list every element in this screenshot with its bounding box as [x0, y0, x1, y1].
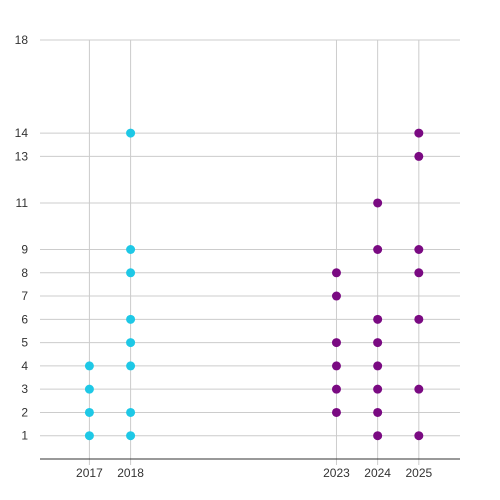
data-point-series-2	[414, 128, 424, 138]
data-point-series-2	[414, 268, 424, 278]
tick-labels: 1 2 3 4 5 6 7 8 9 11 13 14 18 2017 2018 2023 2024 2025	[15, 33, 433, 480]
data-point-series-1	[84, 407, 94, 417]
data-point-series-2	[373, 314, 383, 324]
data-point-series-1	[126, 431, 136, 441]
data-point-series-2	[414, 151, 424, 161]
data-point-series-1	[126, 268, 136, 278]
data-point-series-1	[126, 245, 136, 254]
data-point-series-1	[84, 431, 94, 441]
data-point-series-1	[84, 361, 94, 371]
data-point-series-2	[373, 431, 383, 441]
y-tick-label: 14	[15, 126, 29, 140]
y-tick-label: 1	[21, 429, 28, 443]
x-tick-label: 2018	[117, 466, 144, 480]
data-point-series-2	[373, 245, 383, 254]
y-tick-label: 13	[15, 149, 29, 163]
y-tick-label: 7	[21, 289, 28, 303]
data-point-series-2	[331, 407, 341, 417]
data-point-series-2	[373, 384, 383, 394]
y-tick-label: 8	[21, 266, 28, 280]
data-point-series-1	[126, 338, 136, 348]
data-point-series-2	[331, 361, 341, 371]
data-point-series-1	[84, 384, 94, 394]
data-point-series-2	[373, 198, 383, 208]
data-point-series-1	[126, 407, 136, 417]
y-tick-label: 2	[21, 405, 28, 419]
data-point-series-2	[414, 314, 424, 324]
y-tick-label: 6	[21, 312, 28, 326]
data-point-series-1	[126, 314, 136, 324]
data-point-series-1	[126, 361, 136, 371]
y-tick-label: 11	[16, 196, 29, 210]
x-tick-label: 2024	[364, 466, 391, 480]
x-tick-label: 2023	[323, 466, 350, 480]
data-point-series-1	[126, 128, 136, 138]
y-tick-label: 9	[21, 243, 28, 257]
data-point-series-2	[331, 338, 341, 348]
data-point-series-2	[331, 291, 341, 301]
y-tick-label: 5	[21, 336, 28, 350]
data-point-series-2	[373, 338, 383, 348]
grid-lines	[40, 39, 460, 465]
x-tick-label: 2025	[405, 466, 432, 480]
data-point-series-2	[414, 431, 424, 441]
y-tick-label: 4	[21, 359, 28, 373]
data-point-series-2	[373, 407, 383, 417]
data-point-series-2	[414, 245, 424, 254]
data-point-series-2	[373, 361, 383, 371]
data-point-series-2	[331, 384, 341, 394]
data-point-series-2	[414, 384, 424, 394]
y-tick-label: 3	[21, 382, 28, 396]
y-tick-label: 18	[15, 33, 29, 47]
data-points	[84, 128, 424, 441]
data-point-series-2	[331, 268, 341, 278]
x-tick-label: 2017	[76, 466, 103, 480]
